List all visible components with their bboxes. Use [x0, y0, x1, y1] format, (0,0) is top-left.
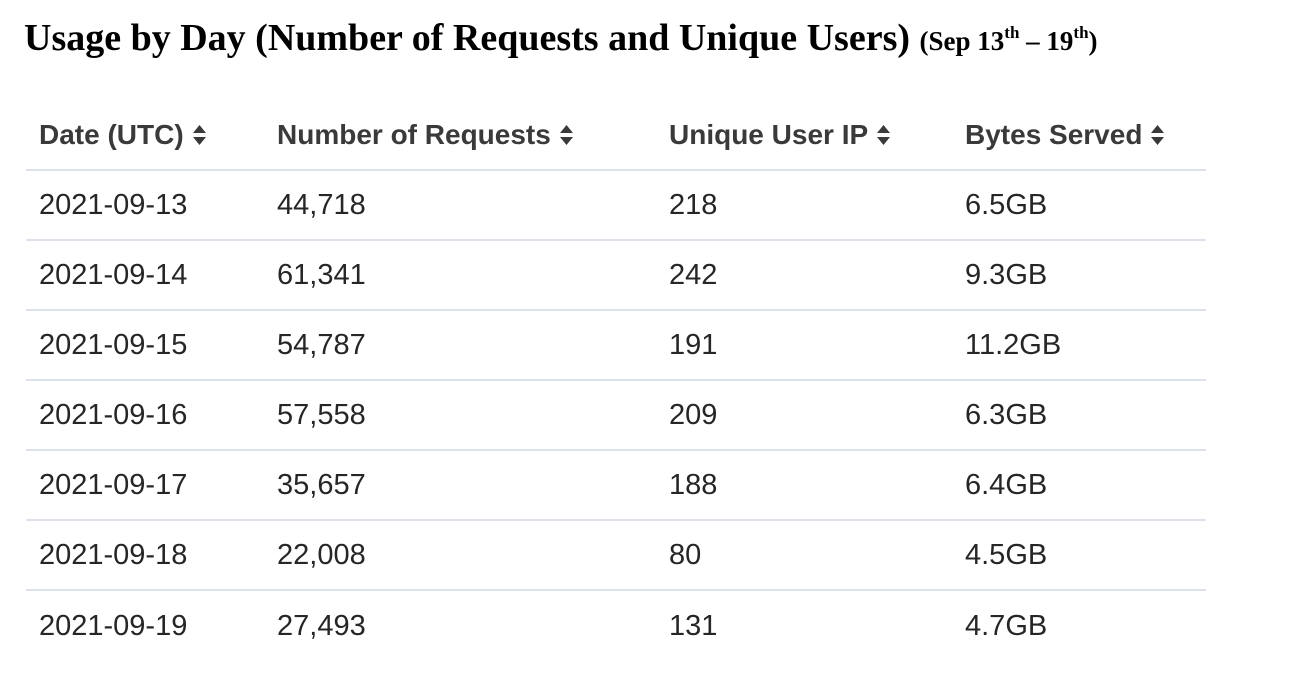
- table-row: 2021-09-15 54,787 191 11.2GB: [26, 311, 1206, 381]
- sort-icon[interactable]: [875, 122, 892, 148]
- unique-ip-cell: 80: [669, 538, 702, 571]
- unique-ip-cell: 131: [669, 609, 718, 642]
- usage-table: Date (UTC) Number of Requests Unique Use…: [26, 100, 1206, 661]
- date-cell: 2021-09-15: [39, 328, 188, 361]
- table-row: 2021-09-14 61,341 242 9.3GB: [26, 241, 1206, 311]
- requests-cell: 22,008: [277, 538, 366, 571]
- column-header-date[interactable]: Date (UTC): [26, 119, 264, 151]
- bytes-cell: 11.2GB: [965, 328, 1062, 361]
- date-cell: 2021-09-18: [39, 538, 188, 571]
- sort-icon[interactable]: [1149, 122, 1166, 148]
- unique-ip-cell: 188: [669, 468, 718, 501]
- table-row: 2021-09-17 35,657 188 6.4GB: [26, 451, 1206, 521]
- bytes-cell: 6.4GB: [965, 468, 1048, 501]
- sort-icon[interactable]: [191, 122, 208, 148]
- unique-ip-cell: 242: [669, 258, 718, 291]
- unique-ip-cell: 209: [669, 398, 718, 431]
- title-date-range: (Sep 13th – 19th): [919, 23, 1098, 56]
- date-cell: 2021-09-16: [39, 398, 188, 431]
- page-title: Usage by Day (Number of Requests and Uni…: [24, 14, 1098, 65]
- date-cell: 2021-09-13: [39, 188, 188, 221]
- column-header-unique-ip[interactable]: Unique User IP: [656, 119, 952, 151]
- date-cell: 2021-09-17: [39, 468, 188, 501]
- unique-ip-cell: 191: [669, 328, 718, 361]
- column-header-requests[interactable]: Number of Requests: [264, 119, 656, 151]
- requests-cell: 35,657: [277, 468, 366, 501]
- bytes-cell: 6.3GB: [965, 398, 1048, 431]
- title-main: Usage by Day (Number of Requests and Uni…: [24, 17, 911, 59]
- table-row: 2021-09-16 57,558 209 6.3GB: [26, 381, 1206, 451]
- unique-ip-cell: 218: [669, 188, 718, 221]
- requests-cell: 54,787: [277, 328, 366, 361]
- bytes-cell: 4.7GB: [965, 609, 1048, 642]
- date-cell: 2021-09-14: [39, 258, 188, 291]
- requests-cell: 61,341: [277, 258, 366, 291]
- table-row: 2021-09-19 27,493 131 4.7GB: [26, 591, 1206, 661]
- requests-cell: 57,558: [277, 398, 366, 431]
- date-cell: 2021-09-19: [39, 609, 188, 642]
- requests-cell: 27,493: [277, 609, 366, 642]
- table-header-row: Date (UTC) Number of Requests Unique Use…: [26, 100, 1206, 171]
- table-row: 2021-09-13 44,718 218 6.5GB: [26, 171, 1206, 241]
- requests-cell: 44,718: [277, 188, 366, 221]
- bytes-cell: 6.5GB: [965, 188, 1048, 221]
- bytes-cell: 9.3GB: [965, 258, 1048, 291]
- sort-icon[interactable]: [558, 122, 575, 148]
- column-header-bytes[interactable]: Bytes Served: [952, 119, 1206, 151]
- table-row: 2021-09-18 22,008 80 4.5GB: [26, 521, 1206, 591]
- bytes-cell: 4.5GB: [965, 538, 1048, 571]
